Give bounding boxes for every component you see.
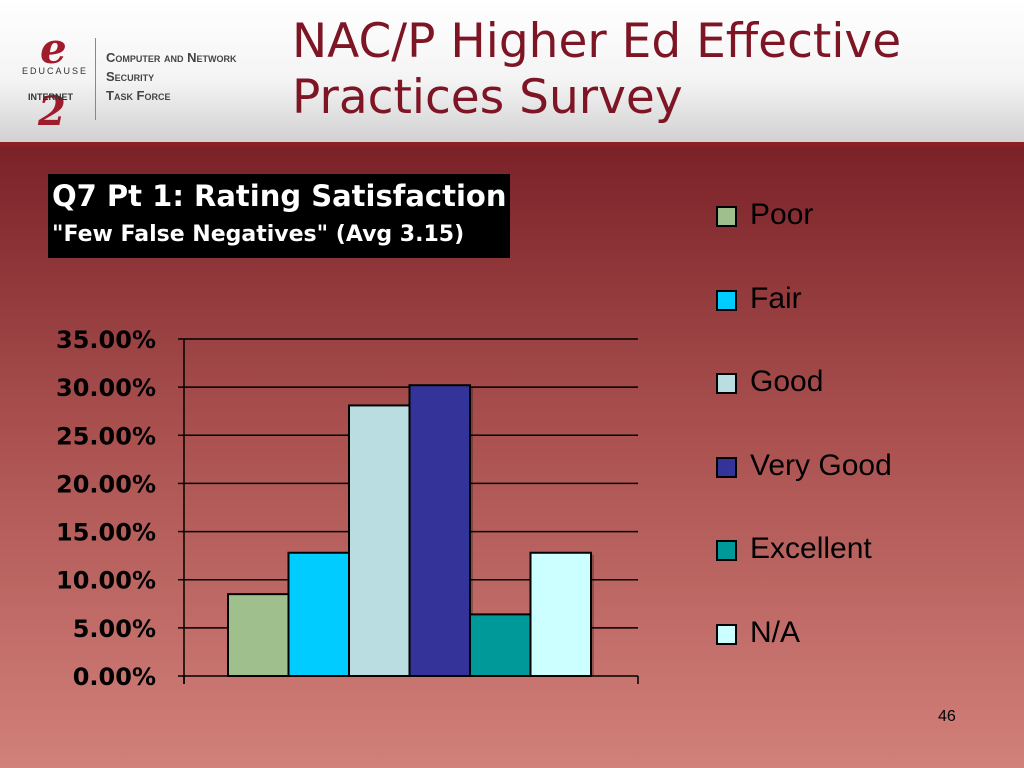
y-tick-label: 15.00%: [56, 519, 156, 547]
legend-swatch: [716, 623, 737, 645]
legend-label: N/A: [750, 615, 801, 649]
bar-very-good: [408, 384, 471, 677]
bar-poor: [227, 593, 290, 678]
legend-item: Fair: [714, 282, 974, 322]
legend-swatch: [716, 206, 737, 227]
chart-title-box: Q7 Pt 1: Rating Satisfaction "Few False …: [48, 174, 511, 258]
legend-label: Excellent: [750, 532, 872, 565]
slide-header: e EDUCAUSE 2 INTERNET Computer and Netwo…: [0, 0, 1024, 147]
chart-subtitle: "Few False Negatives" (Avg 3.15): [52, 222, 465, 247]
y-tick-label: 30.00%: [56, 374, 156, 402]
y-tick-label: 35.00%: [56, 326, 156, 354]
legend-label: Fair: [750, 281, 802, 315]
bar-n-a: [529, 551, 592, 677]
y-tick-label: 20.00%: [56, 470, 156, 498]
chart-bars: [227, 384, 594, 678]
logo-divider: [95, 38, 96, 120]
bar-good: [348, 404, 411, 677]
task-force-name: Computer and Network Security Task Force: [106, 48, 237, 105]
logo-text-line1: Computer and Network: [106, 50, 237, 65]
y-tick-label: 0.00%: [73, 663, 156, 691]
header-divider: [0, 142, 1024, 147]
chart-title: Q7 Pt 1: Rating Satisfaction: [52, 179, 507, 213]
legend-swatch: [716, 373, 737, 394]
logo-text-line3: Task Force: [106, 88, 171, 103]
legend-item: N/A: [714, 616, 974, 656]
y-axis-tick-labels: 0.00% 5.00% 10.00% 15.00% 20.00% 25.00% 30.00%…: [56, 326, 156, 691]
legend-label: Good: [750, 365, 824, 398]
legend-label: Very Good: [750, 448, 892, 482]
chart-axes: [178, 338, 639, 684]
y-tick-label: 10.00%: [56, 567, 156, 595]
internet2-wordmark: INTERNET: [28, 92, 73, 102]
bar-excellent: [469, 613, 532, 677]
legend-swatch: [716, 540, 737, 561]
legend-label: Poor: [750, 198, 814, 231]
internet2-logo: 2: [38, 88, 66, 135]
educause-wordmark: EDUCAUSE: [22, 66, 89, 76]
legend-item: Good: [714, 365, 974, 405]
slide-title-line1: NAC/P Higher Ed Effective: [292, 14, 902, 69]
page-number: 46: [938, 708, 956, 725]
legend-item: Very Good: [714, 449, 974, 489]
legend-item: Excellent: [714, 532, 974, 572]
y-tick-label: 5.00%: [73, 615, 156, 643]
slide-title: NAC/P Higher Ed Effective Practices Surv…: [292, 14, 1012, 126]
task-force-logo: e EDUCAUSE 2 INTERNET Computer and Netwo…: [18, 24, 278, 135]
legend-swatch: [716, 456, 737, 478]
legend-item: Poor: [714, 198, 974, 238]
logo-text-line2: Security: [106, 69, 155, 84]
legend-swatch: [716, 289, 737, 311]
y-tick-label: 25.00%: [56, 422, 156, 450]
bar-fair: [287, 551, 350, 677]
educause-e-logo: e: [40, 24, 67, 73]
slide-title-line2: Practices Survey: [292, 70, 683, 125]
